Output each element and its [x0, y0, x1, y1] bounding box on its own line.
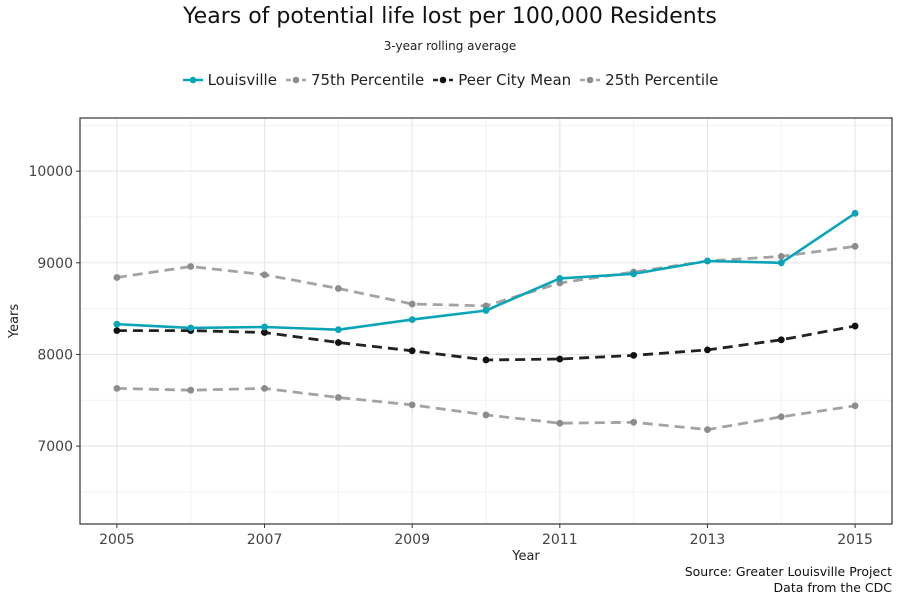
- data-point-25th-percentile: [482, 411, 490, 419]
- data-point-louisville: [777, 259, 785, 267]
- legend-item-louisville: Louisville: [182, 71, 277, 89]
- data-point-75th-percentile: [408, 300, 416, 308]
- x-tick-label: 2015: [837, 532, 873, 548]
- data-point-louisville: [113, 320, 121, 328]
- legend-label-25th-percentile: 25th Percentile: [605, 71, 719, 89]
- legend-label-75th-percentile: 75th Percentile: [310, 71, 425, 89]
- data-point-75th-percentile: [113, 274, 121, 281]
- y-tick-label: 8000: [37, 347, 73, 363]
- y-tick-label: 10000: [28, 164, 73, 180]
- legend-item-25th-percentile: 25th Percentile: [579, 71, 718, 89]
- x-tick-label: 2005: [99, 532, 135, 548]
- data-point-louisville: [187, 324, 195, 332]
- data-point-peer-city-mean: [482, 356, 490, 364]
- data-point-75th-percentile: [261, 271, 268, 279]
- data-point-25th-percentile: [334, 394, 342, 401]
- x-tick-label: 2009: [394, 532, 430, 548]
- data-point-peer-city-mean: [261, 329, 268, 336]
- data-point-louisville: [630, 270, 638, 278]
- source-line-1: Source: Greater Louisville Project: [684, 564, 892, 579]
- legend-label-louisville: Louisville: [207, 71, 277, 89]
- x-tick-label: 2013: [690, 532, 726, 548]
- data-point-75th-percentile: [777, 252, 785, 260]
- data-point-peer-city-mean: [704, 346, 711, 354]
- chart-subtitle: 3-year rolling average: [383, 39, 517, 53]
- data-point-25th-percentile: [704, 426, 711, 434]
- legend-item-75th-percentile: 75th Percentile: [285, 71, 424, 89]
- data-point-peer-city-mean: [408, 347, 416, 355]
- y-tick-label: 7000: [37, 439, 73, 455]
- legend-key-louisville: [182, 76, 203, 84]
- legend: Louisville 75th Percentile Peer City Mea…: [0, 71, 900, 89]
- chart-title: Years of potential life lost per 100,000…: [183, 4, 717, 29]
- legend-key-peer-city-mean: [433, 76, 454, 84]
- data-point-25th-percentile: [408, 401, 416, 409]
- source-line-2: Data from the CDC: [773, 580, 892, 595]
- data-point-louisville: [556, 274, 564, 282]
- x-tick-label: 2011: [542, 532, 578, 548]
- data-point-25th-percentile: [630, 418, 638, 426]
- data-point-louisville: [334, 326, 342, 334]
- data-point-louisville: [851, 209, 859, 217]
- y-tick-label: 9000: [37, 256, 73, 272]
- data-point-75th-percentile: [334, 285, 342, 292]
- plot-border: [79, 117, 893, 525]
- data-point-peer-city-mean: [113, 327, 121, 335]
- data-point-peer-city-mean: [777, 336, 785, 344]
- legend-key-25th-percentile: [580, 76, 601, 84]
- source-note: Source: Greater Louisville Project Data …: [685, 564, 892, 596]
- data-point-louisville: [408, 316, 416, 324]
- data-point-25th-percentile: [187, 386, 195, 394]
- legend-label-peer-city-mean: Peer City Mean: [458, 71, 572, 89]
- data-point-25th-percentile: [556, 419, 564, 427]
- data-point-peer-city-mean: [630, 351, 638, 359]
- data-point-25th-percentile: [113, 384, 121, 392]
- data-point-25th-percentile: [261, 384, 268, 392]
- data-point-25th-percentile: [777, 413, 785, 421]
- data-point-peer-city-mean: [851, 322, 859, 330]
- data-point-louisville: [482, 307, 490, 314]
- legend-key-75th-percentile: [285, 76, 306, 84]
- x-tick-label: 2007: [247, 532, 283, 548]
- data-point-75th-percentile: [851, 242, 859, 250]
- data-point-louisville: [704, 257, 711, 265]
- x-axis-title: Year: [511, 549, 540, 564]
- data-point-peer-city-mean: [556, 355, 564, 363]
- data-point-peer-city-mean: [334, 339, 342, 346]
- data-point-louisville: [261, 323, 268, 331]
- legend-item-peer-city-mean: Peer City Mean: [432, 71, 571, 89]
- data-point-75th-percentile: [187, 263, 195, 270]
- y-axis-title: Years: [7, 304, 22, 340]
- data-point-25th-percentile: [851, 402, 859, 410]
